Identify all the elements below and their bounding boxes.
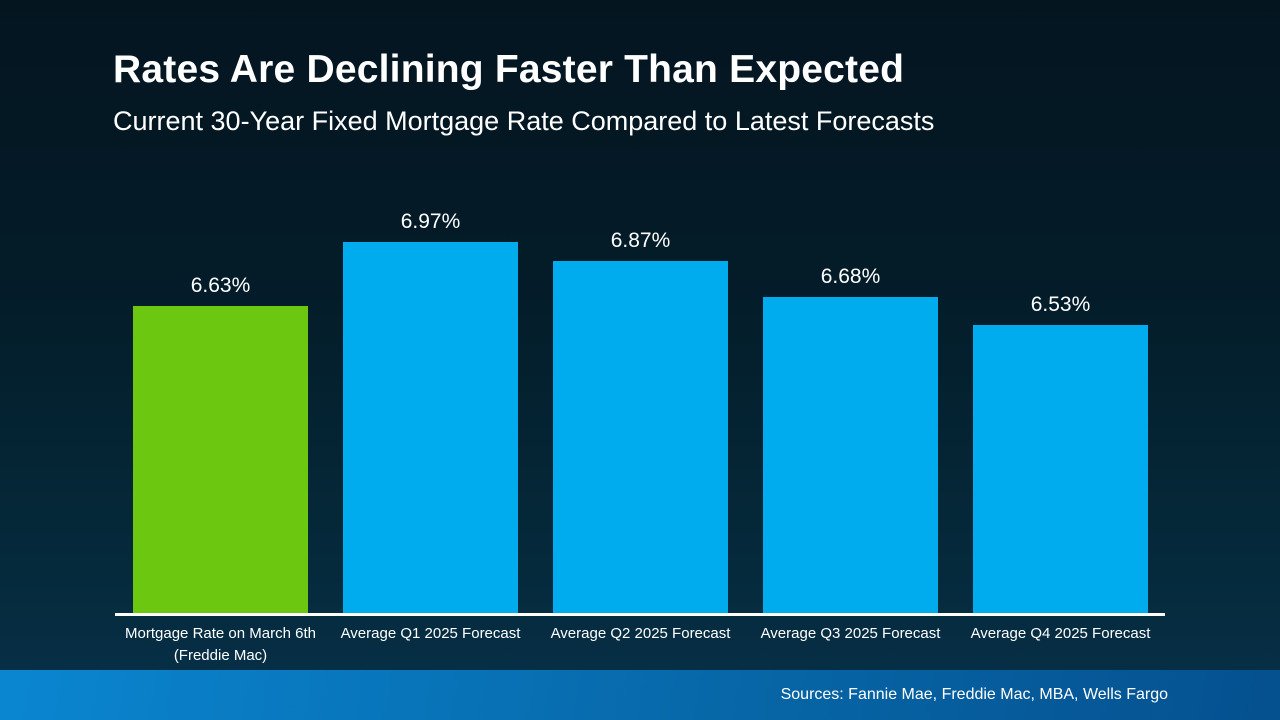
- bar-1: 6.63%: [133, 274, 308, 613]
- bar-value-label: 6.63%: [190, 274, 251, 297]
- x-axis-line: [115, 613, 1165, 616]
- header: Rates Are Declining Faster Than Expected…: [113, 48, 934, 137]
- bar-4: 6.68%: [763, 265, 938, 613]
- footer-bar: Sources: Fannie Mae, Freddie Mac, MBA, W…: [0, 670, 1280, 720]
- category-label: Mortgage Rate on March 6th (Freddie Mac): [125, 625, 316, 664]
- bar-value-label: 6.68%: [820, 265, 881, 288]
- bar-value-label: 6.53%: [1030, 293, 1091, 316]
- bar-2: 6.97%: [343, 210, 518, 613]
- page-subtitle: Current 30-Year Fixed Mortgage Rate Comp…: [113, 106, 935, 136]
- bar-value-label: 6.87%: [610, 229, 671, 252]
- category-label: Average Q4 2025 Forecast: [970, 625, 1151, 642]
- bar-3: 6.87%: [553, 229, 728, 613]
- category-label: Average Q1 2025 Forecast: [340, 625, 521, 642]
- page-title: Rates Are Declining Faster Than Expected: [113, 48, 905, 91]
- bar-5: 6.53%: [973, 293, 1148, 613]
- bar-value-label: 6.97%: [400, 210, 461, 233]
- category-label: Average Q3 2025 Forecast: [760, 625, 941, 642]
- category-label: Average Q2 2025 Forecast: [550, 625, 731, 642]
- source-note: Sources: Fannie Mae, Freddie Mac, MBA, W…: [780, 686, 1168, 703]
